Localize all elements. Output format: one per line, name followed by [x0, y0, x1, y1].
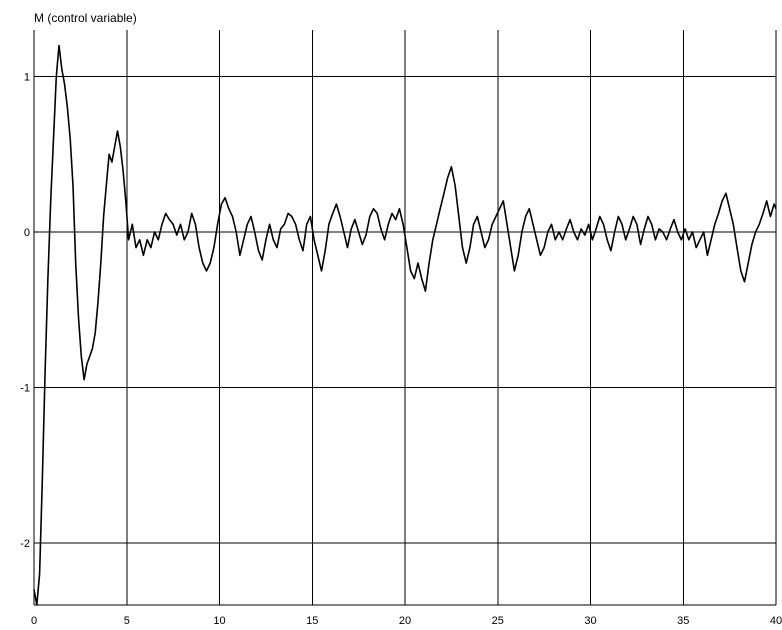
- y-tick-labels: 1 0 -1 -2: [20, 72, 30, 550]
- x-tick-label: 30: [584, 615, 596, 627]
- series-line-control-variable: [33, 44, 777, 606]
- x-tick-label: 20: [399, 615, 411, 627]
- y-tick-label: -2: [20, 538, 30, 550]
- x-tick-label: 40: [770, 615, 782, 627]
- x-tick-label: 25: [492, 615, 504, 627]
- x-tick-label: 35: [677, 615, 689, 627]
- y-tick-label: 1: [24, 72, 30, 84]
- y-tick-label: -1: [20, 382, 30, 394]
- x-tick-label: 15: [306, 615, 318, 627]
- x-tick-label: 5: [124, 615, 130, 627]
- x-tick-labels: 0 5 10 15 20 25 30 35 40: [31, 615, 782, 627]
- gridlines: [33, 30, 777, 606]
- y-axis-title: M (control variable): [34, 11, 137, 25]
- x-tick-label: 10: [213, 615, 225, 627]
- x-tick-label: 0: [31, 615, 37, 627]
- y-tick-label: 0: [24, 227, 30, 239]
